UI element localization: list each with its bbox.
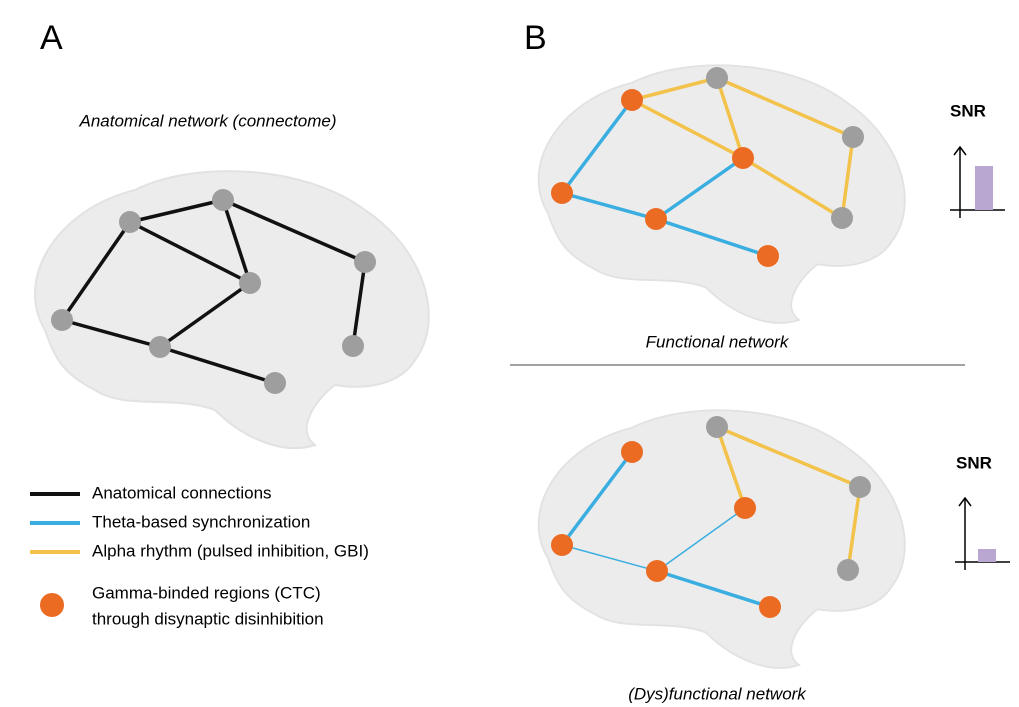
edges: [560, 76, 855, 258]
legend-text: Theta-based synchronization: [92, 512, 310, 531]
legend-text: Anatomical connections: [92, 483, 272, 502]
brain: [537, 409, 906, 669]
panel-label: B: [524, 19, 547, 57]
snr-plot: [955, 496, 1010, 570]
caption: Functional network: [646, 332, 790, 351]
brain: [537, 64, 906, 324]
legend-text: Gamma-binded regions (CTC): [92, 583, 321, 602]
nodes: [551, 67, 864, 267]
edges: [60, 198, 367, 385]
caption: (Dys)functional network: [628, 684, 807, 703]
edges: [560, 425, 862, 609]
snr-label: SNR: [950, 101, 986, 120]
brain: [34, 170, 430, 450]
panel-title: Anatomical network (connectome): [78, 111, 336, 130]
nodes: [551, 416, 871, 618]
legend-text: through disynaptic disinhibition: [92, 609, 324, 628]
panel-label: A: [40, 19, 63, 57]
nodes: [51, 189, 376, 394]
snr-label: SNR: [956, 453, 992, 472]
snr-plot: [950, 145, 1005, 218]
legend-text: Alpha rhythm (pulsed inhibition, GBI): [92, 541, 369, 560]
legend: Anatomical connections Theta-based synch…: [30, 483, 369, 628]
